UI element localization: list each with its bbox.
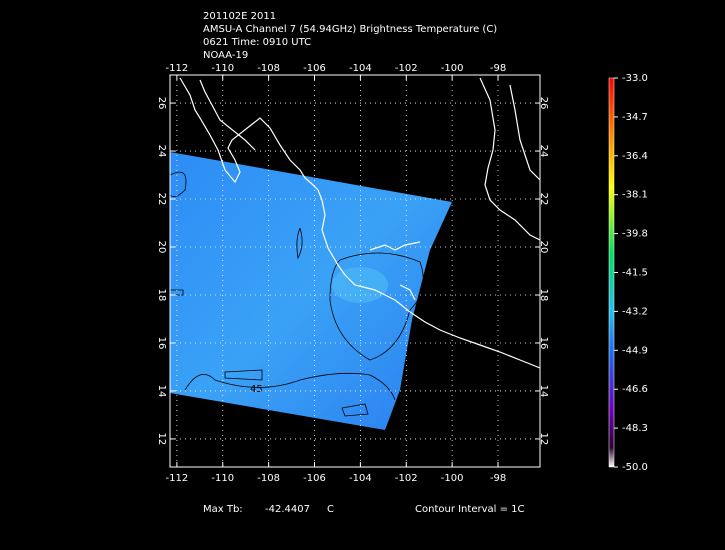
footer-value: -42.4407 — [265, 504, 310, 515]
lat-tick-label-left: 16 — [156, 337, 167, 350]
lat-tick-label-right: 26 — [538, 97, 549, 110]
colorbar-tick-label: -44.9 — [622, 345, 648, 356]
colorbar-tick-label: -34.7 — [622, 112, 648, 123]
lon-tick-label-top: -102 — [395, 63, 418, 74]
colorbar-tick-label: -39.8 — [622, 229, 648, 240]
lat-tick-label-right: 18 — [538, 289, 549, 302]
lon-tick-label-bottom: -100 — [441, 473, 464, 484]
lat-tick-label-right: 24 — [538, 145, 549, 158]
title-line: NOAA-19 — [203, 50, 248, 61]
colorbar-tick-label: -50.0 — [622, 462, 648, 473]
title-block: 201102E 2011 AMSU-A Channel 7 (54.94GHz)… — [203, 11, 497, 61]
lon-tick-label-bottom: -112 — [166, 473, 189, 484]
lat-tick-label-left: 24 — [156, 145, 167, 158]
colorbar-tick-label: -38.1 — [622, 190, 648, 201]
lon-tick-label-top: -108 — [257, 63, 280, 74]
title-line: AMSU-A Channel 7 (54.94GHz) Brightness T… — [203, 24, 497, 35]
title-line: 201102E 2011 — [203, 11, 276, 22]
lon-tick-label-bottom: -98 — [490, 473, 506, 484]
lon-tick-label-bottom: -108 — [257, 473, 280, 484]
lat-tick-label-right: 20 — [538, 241, 549, 254]
colorbar-tick-label: -41.5 — [622, 268, 648, 279]
footer-contour: Contour Interval = 1C — [415, 504, 525, 515]
lon-tick-label-top: -106 — [303, 63, 326, 74]
colorbar-tick-label: -48.3 — [622, 423, 648, 434]
lat-tick-label-right: 14 — [538, 385, 549, 398]
lon-tick-label-bottom: -104 — [349, 473, 372, 484]
grid — [170, 75, 540, 467]
lon-tick-label-bottom: -106 — [303, 473, 326, 484]
lat-tick-label-right: 12 — [538, 433, 549, 446]
lat-tick-label-left: 12 — [156, 433, 167, 446]
footer-label: Max Tb: — [203, 504, 243, 515]
lat-tick-label-left: 14 — [156, 385, 167, 398]
map-frame — [169, 74, 541, 468]
lon-tick-label-bottom: -102 — [395, 473, 418, 484]
lat-tick-label-left: 20 — [156, 241, 167, 254]
lat-tick-label-right: 16 — [538, 337, 549, 350]
footer-unit: C — [327, 504, 334, 515]
lon-tick-label-top: -112 — [166, 63, 189, 74]
footer: Max Tb: -42.4407 C Contour Interval = 1C — [203, 504, 525, 515]
colorbar-tick-label: -36.4 — [622, 151, 648, 162]
lat-tick-label-right: 22 — [538, 193, 549, 206]
swath — [170, 152, 452, 430]
lat-tick-label-left: 18 — [156, 289, 167, 302]
lon-tick-label-top: -104 — [349, 63, 372, 74]
lat-tick-label-left: 22 — [156, 193, 167, 206]
lon-tick-label-top: -98 — [490, 63, 506, 74]
colorbar-tick-label: -33.0 — [622, 73, 648, 84]
colorbar — [608, 77, 615, 468]
lon-tick-label-top: -110 — [211, 63, 234, 74]
contours — [170, 171, 424, 417]
colorbar-tick-label: -46.6 — [622, 384, 648, 395]
lon-tick-label-top: -100 — [441, 63, 464, 74]
contour-label: 45 — [250, 384, 263, 395]
colorbar-tick-label: -43.2 — [622, 306, 648, 317]
lon-tick-label-bottom: -110 — [211, 473, 234, 484]
map-area: 45 — [170, 75, 540, 467]
title-line: 0621 Time: 0910 UTC — [203, 37, 311, 48]
lat-tick-label-left: 26 — [156, 97, 167, 110]
